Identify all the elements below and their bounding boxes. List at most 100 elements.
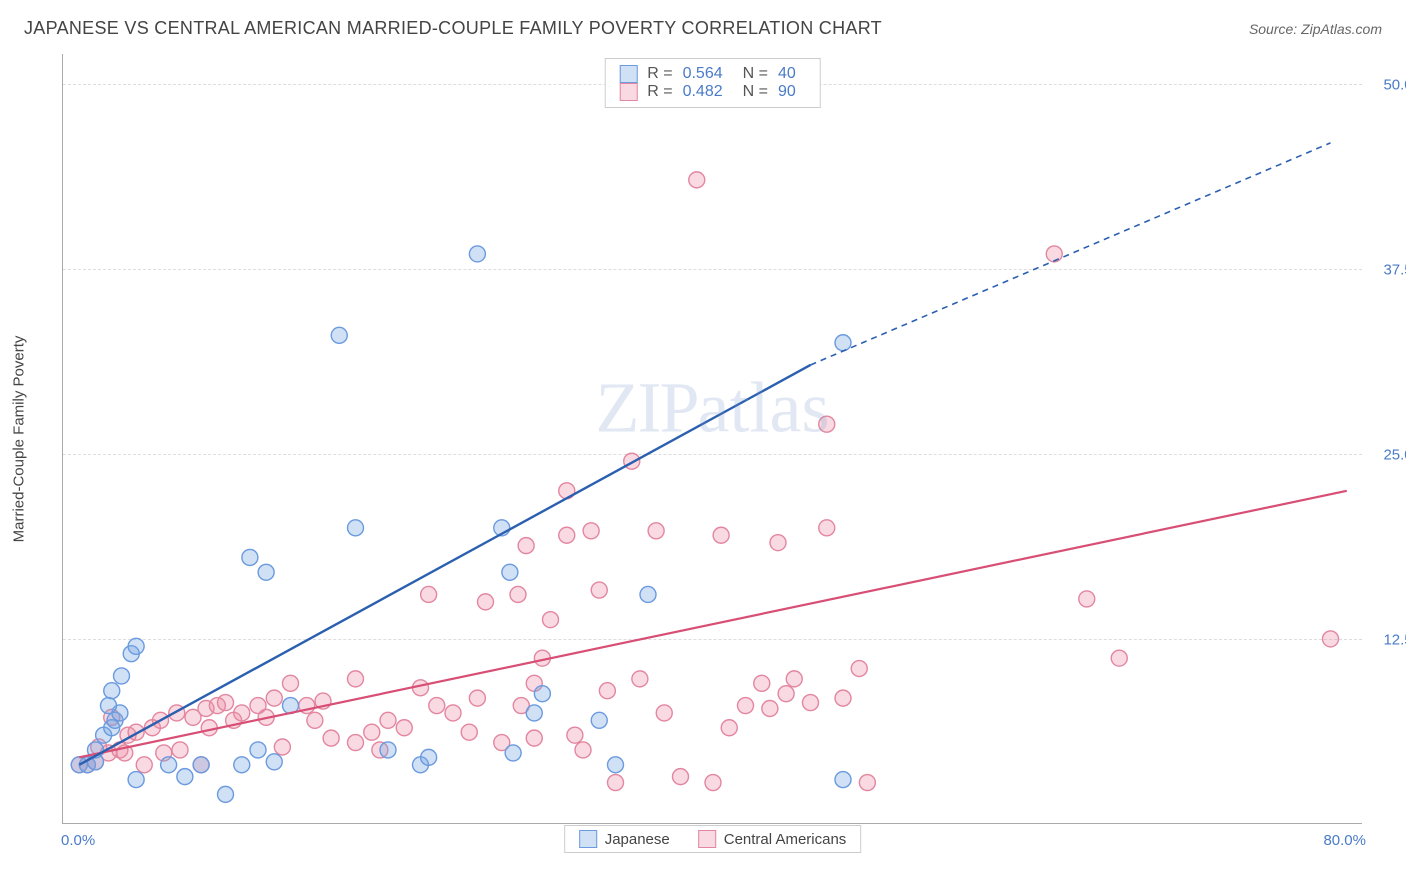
scatter-plot bbox=[63, 54, 1362, 823]
y-tick-label: 25.0% bbox=[1383, 446, 1406, 463]
data-point bbox=[1079, 591, 1095, 607]
data-point bbox=[526, 730, 542, 746]
data-point bbox=[1323, 631, 1339, 647]
data-point bbox=[786, 671, 802, 687]
data-point bbox=[323, 730, 339, 746]
data-point bbox=[266, 754, 282, 770]
data-point bbox=[101, 698, 117, 714]
data-point bbox=[396, 720, 412, 736]
stats-legend: R = 0.564 N = 40 R = 0.482 N = 90 bbox=[604, 58, 821, 108]
data-point bbox=[258, 564, 274, 580]
data-point bbox=[1046, 246, 1062, 262]
data-point bbox=[591, 582, 607, 598]
data-point bbox=[656, 705, 672, 721]
data-point bbox=[1111, 650, 1127, 666]
data-point bbox=[608, 757, 624, 773]
data-point bbox=[835, 690, 851, 706]
data-point bbox=[599, 683, 615, 699]
legend-label-series2: Central Americans bbox=[724, 831, 847, 848]
data-point bbox=[478, 594, 494, 610]
data-point bbox=[851, 661, 867, 677]
trend-line bbox=[79, 491, 1347, 758]
data-point bbox=[128, 772, 144, 788]
data-point bbox=[421, 586, 437, 602]
data-point bbox=[859, 775, 875, 791]
y-tick-label: 37.5% bbox=[1383, 261, 1406, 278]
data-point bbox=[738, 698, 754, 714]
data-point bbox=[567, 727, 583, 743]
data-point bbox=[307, 712, 323, 728]
stats-row-series2: R = 0.482 N = 90 bbox=[619, 83, 806, 101]
data-point bbox=[234, 705, 250, 721]
data-point bbox=[770, 535, 786, 551]
x-origin-tick: 0.0% bbox=[61, 832, 95, 849]
data-point bbox=[274, 739, 290, 755]
chart-title: JAPANESE VS CENTRAL AMERICAN MARRIED-COU… bbox=[24, 18, 882, 39]
data-point bbox=[543, 612, 559, 628]
data-point bbox=[234, 757, 250, 773]
data-point bbox=[502, 564, 518, 580]
data-point bbox=[161, 757, 177, 773]
data-point bbox=[819, 416, 835, 432]
data-point bbox=[575, 742, 591, 758]
swatch-series1-b bbox=[579, 830, 597, 848]
data-point bbox=[331, 327, 347, 343]
data-point bbox=[429, 698, 445, 714]
data-point bbox=[835, 772, 851, 788]
data-point bbox=[114, 668, 130, 684]
trend-line bbox=[811, 143, 1331, 365]
data-point bbox=[242, 549, 258, 565]
data-point bbox=[364, 724, 380, 740]
y-tick-label: 12.5% bbox=[1383, 631, 1406, 648]
legend-item-series1: Japanese bbox=[579, 830, 670, 848]
data-point bbox=[721, 720, 737, 736]
data-point bbox=[461, 724, 477, 740]
data-point bbox=[632, 671, 648, 687]
data-point bbox=[421, 749, 437, 765]
data-point bbox=[380, 742, 396, 758]
y-tick-label: 50.0% bbox=[1383, 76, 1406, 93]
data-point bbox=[505, 745, 521, 761]
data-point bbox=[762, 701, 778, 717]
data-point bbox=[526, 705, 542, 721]
chart-area: Married-Couple Family Poverty 12.5%25.0%… bbox=[62, 54, 1362, 824]
data-point bbox=[518, 538, 534, 554]
series-legend: Japanese Central Americans bbox=[564, 825, 862, 853]
data-point bbox=[177, 769, 193, 785]
data-point bbox=[136, 757, 152, 773]
data-point bbox=[128, 638, 144, 654]
data-point bbox=[266, 690, 282, 706]
chart-source: Source: ZipAtlas.com bbox=[1249, 21, 1382, 37]
data-point bbox=[713, 527, 729, 543]
data-point bbox=[218, 695, 234, 711]
n-series1: 40 bbox=[778, 65, 796, 83]
legend-item-series2: Central Americans bbox=[698, 830, 847, 848]
data-point bbox=[754, 675, 770, 691]
data-point bbox=[283, 675, 299, 691]
stats-row-series1: R = 0.564 N = 40 bbox=[619, 65, 806, 83]
data-point bbox=[803, 695, 819, 711]
r-series2: 0.482 bbox=[683, 83, 723, 101]
data-point bbox=[835, 335, 851, 351]
r-series1: 0.564 bbox=[683, 65, 723, 83]
data-point bbox=[348, 520, 364, 536]
swatch-series2-b bbox=[698, 830, 716, 848]
data-point bbox=[510, 586, 526, 602]
data-point bbox=[348, 735, 364, 751]
y-axis-title: Married-Couple Family Poverty bbox=[11, 335, 28, 542]
data-point bbox=[534, 686, 550, 702]
data-point bbox=[689, 172, 705, 188]
data-point bbox=[469, 246, 485, 262]
swatch-series1 bbox=[619, 65, 637, 83]
n-series2: 90 bbox=[778, 83, 796, 101]
data-point bbox=[640, 586, 656, 602]
swatch-series2 bbox=[619, 83, 637, 101]
data-point bbox=[648, 523, 664, 539]
data-point bbox=[218, 786, 234, 802]
data-point bbox=[583, 523, 599, 539]
data-point bbox=[193, 757, 209, 773]
data-point bbox=[172, 742, 188, 758]
data-point bbox=[608, 775, 624, 791]
data-point bbox=[819, 520, 835, 536]
data-point bbox=[348, 671, 364, 687]
